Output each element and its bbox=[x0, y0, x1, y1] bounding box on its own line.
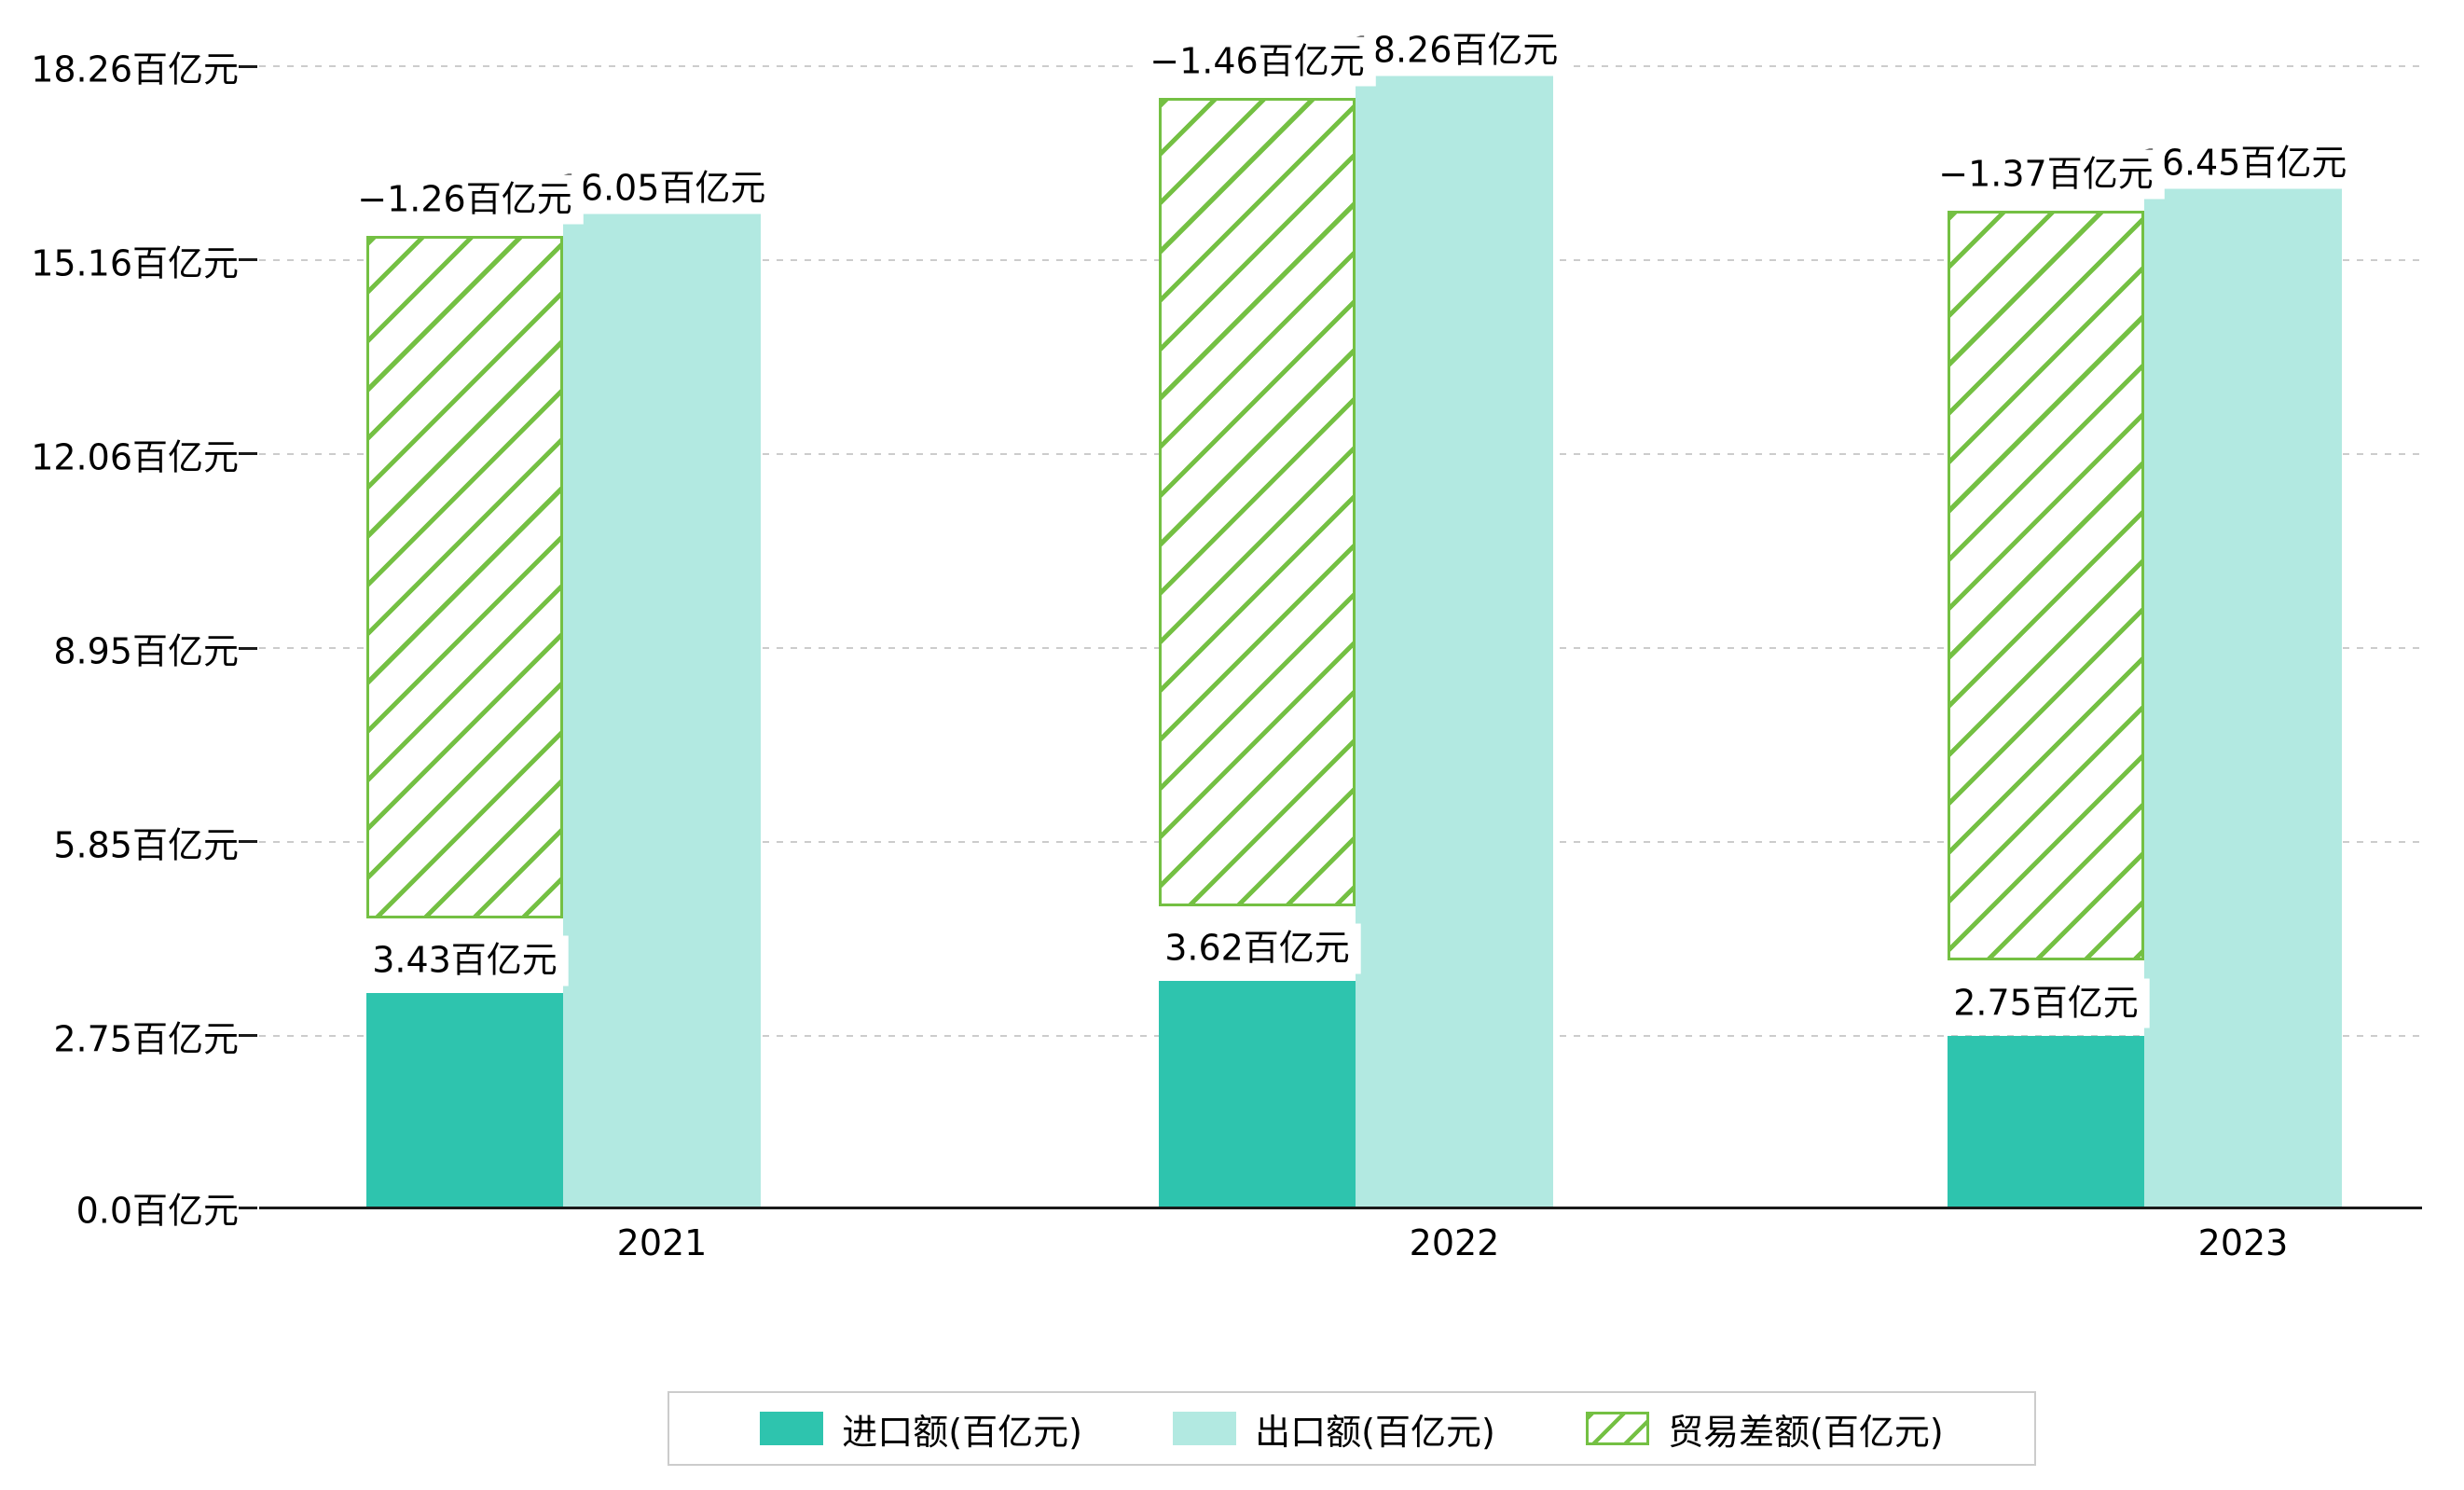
y-axis-tick-label: 12.06百亿元 bbox=[31, 436, 239, 478]
x-axis-category-label: 2023 bbox=[2197, 1222, 2289, 1263]
legend-label-imports: 进口额(百亿元) bbox=[842, 1411, 1082, 1453]
legend-item-trade-balance: 贸易差额(百亿元) bbox=[1586, 1403, 1944, 1455]
y-axis-tick bbox=[239, 840, 257, 844]
bar-import bbox=[1159, 981, 1356, 1207]
x-axis-line bbox=[259, 1207, 2422, 1209]
export-value-label: 16.05百亿元 bbox=[546, 163, 778, 214]
legend-item-imports: 进口额(百亿元) bbox=[760, 1403, 1082, 1455]
y-axis-tick-label: 5.85百亿元 bbox=[53, 824, 239, 866]
y-axis-tick-label: 18.26百亿元 bbox=[31, 48, 239, 90]
balance-value-label: −1.26百亿元 bbox=[346, 174, 584, 225]
y-axis-tick-label: 0.0百亿元 bbox=[76, 1190, 239, 1232]
legend-swatch-trade-balance bbox=[1586, 1412, 1650, 1445]
bar-import bbox=[1948, 1035, 2144, 1207]
bar-trade-balance bbox=[1948, 210, 2144, 961]
y-axis-tick-label: 8.95百亿元 bbox=[53, 630, 239, 672]
legend-swatch-exports bbox=[1173, 1412, 1237, 1445]
bar-export bbox=[1356, 66, 1553, 1207]
import-value-label: 3.43百亿元 bbox=[361, 935, 569, 986]
y-axis-tick bbox=[239, 1206, 257, 1209]
legend-item-exports: 出口额(百亿元) bbox=[1173, 1403, 1495, 1455]
balance-value-label: −1.37百亿元 bbox=[1927, 149, 2165, 200]
bar-trade-balance bbox=[366, 235, 563, 918]
y-axis-tick-label: 15.16百亿元 bbox=[31, 242, 239, 284]
legend-label-trade-balance: 贸易差额(百亿元) bbox=[1668, 1411, 1944, 1453]
y-axis-tick bbox=[239, 1034, 257, 1038]
y-axis-tick bbox=[239, 258, 257, 262]
y-axis-tick bbox=[239, 646, 257, 650]
import-value-label: 2.75百亿元 bbox=[1942, 978, 2150, 1028]
y-axis-tick bbox=[239, 452, 257, 456]
balance-value-label: −1.46百亿元 bbox=[1138, 36, 1376, 87]
legend-swatch-imports bbox=[760, 1412, 824, 1445]
bar-export bbox=[563, 204, 761, 1207]
export-value-label: 16.45百亿元 bbox=[2127, 138, 2359, 189]
y-axis-tick bbox=[239, 64, 257, 68]
bar-import bbox=[366, 993, 563, 1207]
legend: 进口额(百亿元) 出口额(百亿元) 贸易差额(百亿元) bbox=[668, 1391, 2036, 1466]
bar-export bbox=[2144, 179, 2342, 1207]
legend-label-exports: 出口额(百亿元) bbox=[1255, 1411, 1495, 1453]
y-axis-tick-label: 2.75百亿元 bbox=[53, 1018, 239, 1060]
import-value-label: 3.62百亿元 bbox=[1153, 923, 1361, 974]
x-axis-category-label: 2021 bbox=[616, 1222, 708, 1263]
bar-trade-balance bbox=[1159, 97, 1356, 906]
x-axis-category-label: 2022 bbox=[1409, 1222, 1500, 1263]
export-value-label: 18.26百亿元 bbox=[1339, 25, 1570, 76]
